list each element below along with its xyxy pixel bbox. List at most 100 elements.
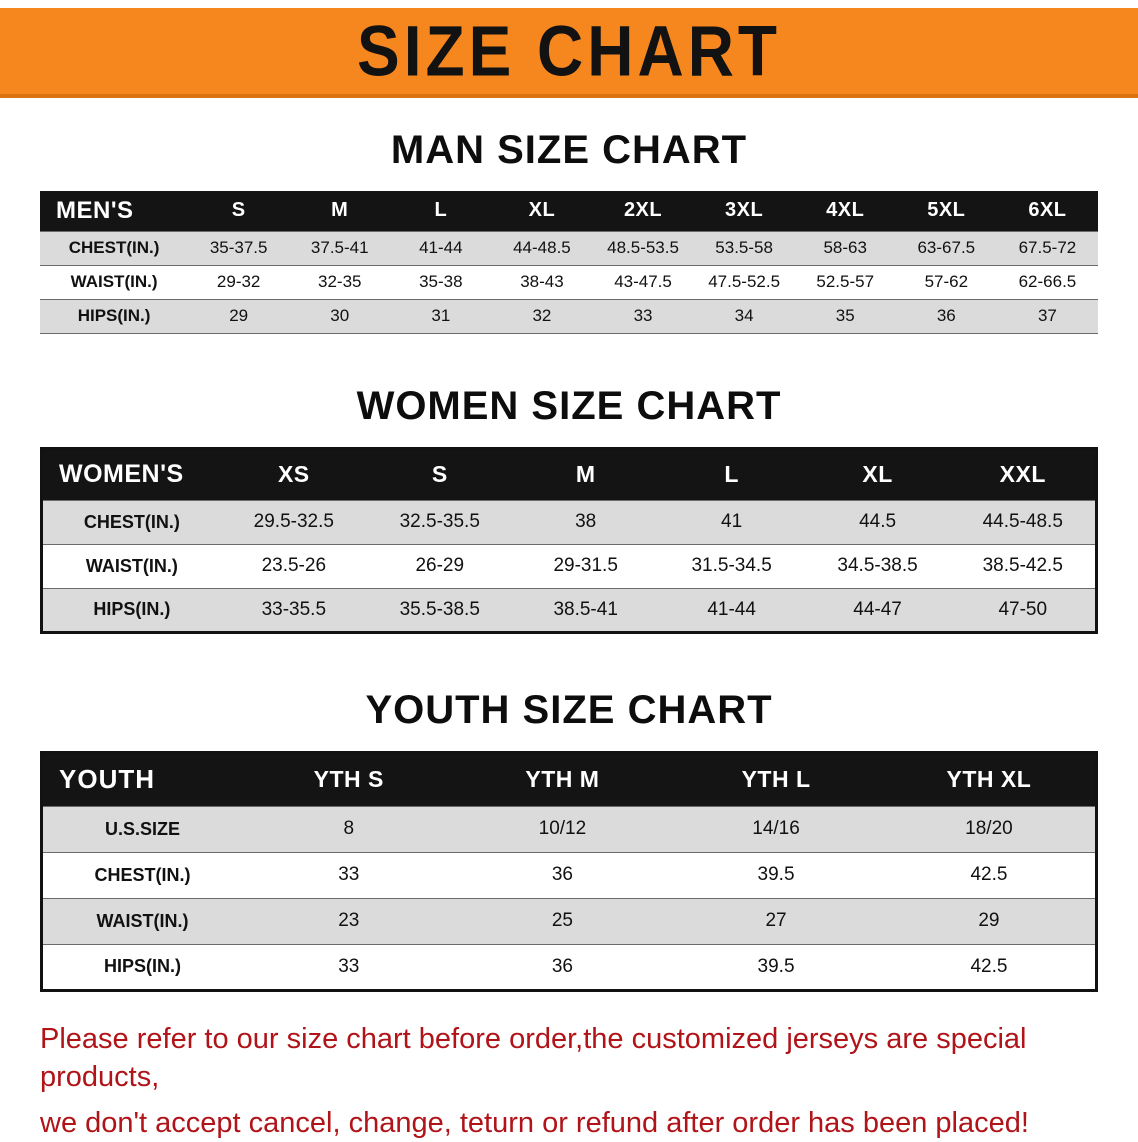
size-value-cell: 44.5 bbox=[805, 500, 951, 544]
size-value-cell: 36 bbox=[456, 852, 670, 898]
size-header-cell: 4XL bbox=[795, 191, 896, 231]
size-value-cell: 8 bbox=[242, 806, 456, 852]
size-value-cell: 29 bbox=[188, 299, 289, 333]
size-value-cell: 33 bbox=[242, 852, 456, 898]
table-title-cell: MEN'S bbox=[40, 191, 188, 231]
row-label-cell: WAIST(IN.) bbox=[40, 265, 188, 299]
row-label-cell: U.S.SIZE bbox=[42, 806, 242, 852]
size-value-cell: 10/12 bbox=[456, 806, 670, 852]
size-header-cell: M bbox=[289, 191, 390, 231]
youth-section-heading: YOUTH SIZE CHART bbox=[0, 688, 1138, 733]
size-value-cell: 42.5 bbox=[883, 944, 1097, 990]
row-label-cell: HIPS(IN.) bbox=[42, 588, 221, 632]
size-header-cell: L bbox=[659, 448, 805, 500]
size-value-cell: 44-48.5 bbox=[491, 231, 592, 265]
size-value-cell: 39.5 bbox=[669, 944, 883, 990]
table-title-cell: YOUTH bbox=[42, 752, 242, 806]
size-value-cell: 32 bbox=[491, 299, 592, 333]
size-value-cell: 38 bbox=[513, 500, 659, 544]
size-value-cell: 23.5-26 bbox=[221, 544, 367, 588]
size-value-cell: 38-43 bbox=[491, 265, 592, 299]
size-header-cell: YTH L bbox=[669, 752, 883, 806]
size-value-cell: 33-35.5 bbox=[221, 588, 367, 632]
size-header-cell: 2XL bbox=[592, 191, 693, 231]
disclaimer-line-2: we don't accept cancel, change, teturn o… bbox=[40, 1104, 1098, 1142]
size-value-cell: 31.5-34.5 bbox=[659, 544, 805, 588]
size-header-cell: XXL bbox=[951, 448, 1097, 500]
size-header-cell: 3XL bbox=[694, 191, 795, 231]
size-value-cell: 27 bbox=[669, 898, 883, 944]
size-value-cell: 41-44 bbox=[390, 231, 491, 265]
size-value-cell: 31 bbox=[390, 299, 491, 333]
row-label-cell: WAIST(IN.) bbox=[42, 898, 242, 944]
size-value-cell: 44-47 bbox=[805, 588, 951, 632]
size-header-cell: XL bbox=[491, 191, 592, 231]
size-value-cell: 41 bbox=[659, 500, 805, 544]
size-value-cell: 29.5-32.5 bbox=[221, 500, 367, 544]
size-value-cell: 39.5 bbox=[669, 852, 883, 898]
size-header-cell: 5XL bbox=[896, 191, 997, 231]
size-value-cell: 36 bbox=[456, 944, 670, 990]
size-value-cell: 37.5-41 bbox=[289, 231, 390, 265]
size-value-cell: 42.5 bbox=[883, 852, 1097, 898]
size-header-cell: YTH XL bbox=[883, 752, 1097, 806]
size-value-cell: 58-63 bbox=[795, 231, 896, 265]
size-value-cell: 63-67.5 bbox=[896, 231, 997, 265]
size-header-cell: S bbox=[188, 191, 289, 231]
size-value-cell: 52.5-57 bbox=[795, 265, 896, 299]
size-value-cell: 35.5-38.5 bbox=[367, 588, 513, 632]
size-value-cell: 48.5-53.5 bbox=[592, 231, 693, 265]
size-value-cell: 34.5-38.5 bbox=[805, 544, 951, 588]
size-value-cell: 32.5-35.5 bbox=[367, 500, 513, 544]
page-title: SIZE CHART bbox=[357, 10, 781, 93]
size-value-cell: 35-37.5 bbox=[188, 231, 289, 265]
size-value-cell: 35-38 bbox=[390, 265, 491, 299]
size-value-cell: 57-62 bbox=[896, 265, 997, 299]
size-value-cell: 29-32 bbox=[188, 265, 289, 299]
size-header-cell: S bbox=[367, 448, 513, 500]
size-value-cell: 41-44 bbox=[659, 588, 805, 632]
size-value-cell: 29-31.5 bbox=[513, 544, 659, 588]
row-label-cell: CHEST(IN.) bbox=[42, 852, 242, 898]
size-value-cell: 33 bbox=[592, 299, 693, 333]
size-value-cell: 53.5-58 bbox=[694, 231, 795, 265]
size-header-cell: 6XL bbox=[997, 191, 1098, 231]
size-value-cell: 44.5-48.5 bbox=[951, 500, 1097, 544]
size-value-cell: 14/16 bbox=[669, 806, 883, 852]
title-banner: SIZE CHART bbox=[0, 8, 1138, 98]
disclaimer: Please refer to our size chart before or… bbox=[40, 1020, 1098, 1142]
size-value-cell: 29 bbox=[883, 898, 1097, 944]
row-label-cell: CHEST(IN.) bbox=[40, 231, 188, 265]
size-header-cell: YTH S bbox=[242, 752, 456, 806]
women-section-heading: WOMEN SIZE CHART bbox=[0, 384, 1138, 429]
row-label-cell: WAIST(IN.) bbox=[42, 544, 221, 588]
size-value-cell: 43-47.5 bbox=[592, 265, 693, 299]
row-label-cell: CHEST(IN.) bbox=[42, 500, 221, 544]
size-header-cell: M bbox=[513, 448, 659, 500]
size-header-cell: XS bbox=[221, 448, 367, 500]
size-value-cell: 35 bbox=[795, 299, 896, 333]
size-value-cell: 47-50 bbox=[951, 588, 1097, 632]
size-value-cell: 33 bbox=[242, 944, 456, 990]
size-header-cell: XL bbox=[805, 448, 951, 500]
size-header-cell: YTH M bbox=[456, 752, 670, 806]
size-value-cell: 37 bbox=[997, 299, 1098, 333]
size-value-cell: 32-35 bbox=[289, 265, 390, 299]
men-section-heading: MAN SIZE CHART bbox=[0, 128, 1138, 173]
size-value-cell: 18/20 bbox=[883, 806, 1097, 852]
